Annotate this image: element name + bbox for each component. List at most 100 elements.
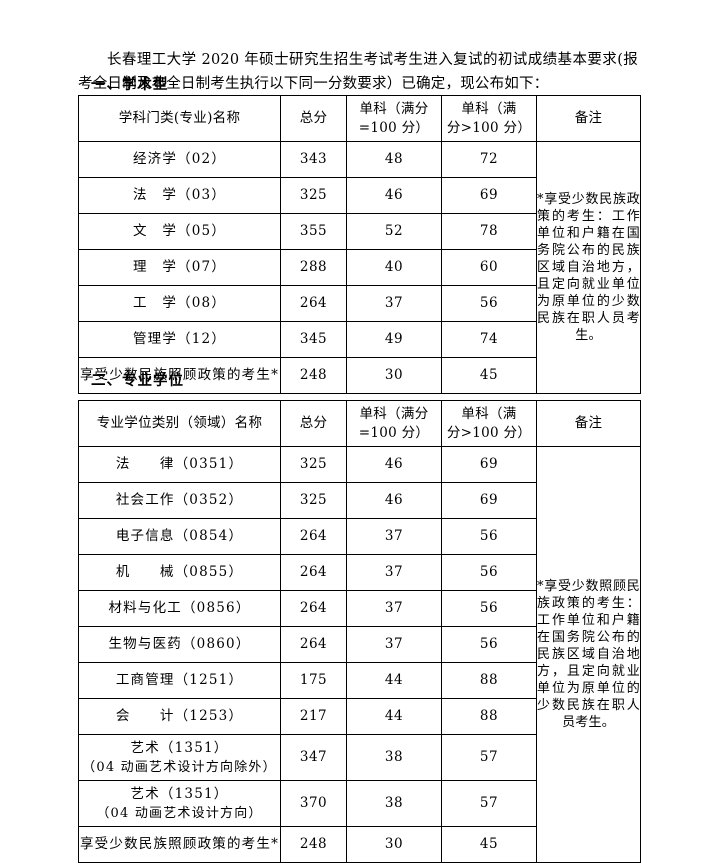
row-sub-eq100: 37 [346, 590, 442, 627]
row-name: 法 律（0351） [78, 446, 281, 483]
header-subject-gt100-line2: 分>100 分） [446, 424, 532, 441]
row-total: 370 [280, 780, 347, 827]
header-subject-gt100-line1: 单科（满 [461, 100, 517, 117]
table-row: 电子信息（0854） 264 37 56 [78, 518, 641, 555]
header-total-score: 总分 [280, 400, 347, 447]
header-subject-eq100-line2: =100 分） [358, 119, 430, 136]
row-sub-eq100: 37 [346, 518, 442, 555]
row-name: 电子信息（0854） [78, 518, 281, 555]
row-sub-eq100: 46 [346, 446, 442, 483]
table-row: 社会工作（0352） 325 46 69 [78, 482, 641, 519]
header-subject-eq100: 单科（满分 =100 分） [346, 95, 442, 142]
row-sub-gt100: 45 [441, 826, 537, 863]
row-sub-gt100: 56 [441, 518, 537, 555]
row-total: 217 [280, 698, 347, 735]
row-total: 248 [280, 826, 347, 863]
row-sub-eq100: 52 [346, 213, 442, 250]
academic-note-cell: *享受少数民族政策的考生：工作单位和户籍在国务院公布的民族区域自治地方，且定向就… [536, 141, 641, 394]
table-row: 会 计（1253） 217 44 88 [78, 698, 641, 735]
header-subject-gt100: 单科（满 分>100 分） [441, 95, 537, 142]
row-total: 325 [280, 482, 347, 519]
professional-note-cell: *享受少数照顾民族政策的考生：工作单位和户籍在国务院公布的民族区域自治地方，且定… [536, 446, 641, 863]
row-name: 机 械（0855） [78, 554, 281, 591]
row-sub-gt100: 56 [441, 590, 537, 627]
row-sub-eq100: 48 [346, 141, 442, 178]
row-sub-eq100: 44 [346, 698, 442, 735]
row-name: 享受少数民族照顾政策的考生* [78, 826, 281, 863]
row-total: 264 [280, 590, 347, 627]
row-sub-gt100: 57 [441, 780, 537, 827]
row-name-line2: （04 动画艺术设计方向除外） [82, 759, 277, 775]
row-total: 343 [280, 141, 347, 178]
row-total: 264 [280, 626, 347, 663]
header-subject-gt100-line1: 单科（满 [461, 405, 517, 422]
table-header-row: 专业学位类别（领域）名称 总分 单科（满分 =100 分） 单科（满 分>100… [78, 400, 641, 447]
row-name: 理 学（07） [78, 249, 281, 286]
table-row: 工 学（08） 264 37 56 [78, 285, 641, 322]
row-name-line1: 艺术（1351） [130, 785, 229, 802]
table-row: 法 学（03） 325 46 69 [78, 177, 641, 214]
row-name: 法 学（03） [78, 177, 281, 214]
row-name-line1: 艺术（1351） [130, 739, 229, 756]
row-sub-gt100: 69 [441, 482, 537, 519]
section-heading-academic: 一、学术型 [91, 76, 169, 93]
header-subject-eq100: 单科（满分 =100 分） [346, 400, 442, 447]
row-name: 经济学（02） [78, 141, 281, 178]
row-name: 艺术（1351） （04 动画艺术设计方向） [78, 780, 281, 827]
table-row: 材料与化工（0856） 264 37 56 [78, 590, 641, 627]
row-name: 材料与化工（0856） [78, 590, 281, 627]
row-sub-gt100: 74 [441, 321, 537, 358]
row-name: 社会工作（0352） [78, 482, 281, 519]
row-name: 管理学（12） [78, 321, 281, 358]
header-subject-gt100-line2: 分>100 分） [446, 119, 532, 136]
row-total: 264 [280, 554, 347, 591]
row-total: 264 [280, 285, 347, 322]
row-sub-gt100: 88 [441, 698, 537, 735]
header-discipline-name: 学科门类(专业)名称 [78, 95, 281, 142]
row-name: 享受少数民族照顾政策的考生* [78, 357, 281, 394]
table-row: 管理学（12） 345 49 74 [78, 321, 641, 358]
row-name: 艺术（1351） （04 动画艺术设计方向除外） [78, 734, 281, 781]
row-total: 288 [280, 249, 347, 286]
row-sub-gt100: 72 [441, 141, 537, 178]
row-sub-eq100: 37 [346, 285, 442, 322]
row-sub-gt100: 56 [441, 626, 537, 663]
section-heading-professional: 二、专业学位 [91, 372, 184, 389]
header-subject-eq100-line1: 单科（满分 [359, 100, 429, 117]
row-total: 355 [280, 213, 347, 250]
table-row: 文 学（05） 355 52 78 [78, 213, 641, 250]
row-name: 会 计（1253） [78, 698, 281, 735]
row-total: 325 [280, 177, 347, 214]
document-page: 长春理工大学 2020 年硕士研究生招生考试考生进入复试的初试成绩基本要求(报考… [78, 52, 641, 863]
row-sub-eq100: 46 [346, 177, 442, 214]
header-note: 备注 [536, 400, 641, 447]
row-sub-gt100: 60 [441, 249, 537, 286]
row-sub-gt100: 56 [441, 554, 537, 591]
table-row: 经济学（02） 343 48 72 *享受少数民族政策的考生：工作单位和户籍在国… [78, 141, 641, 394]
table-row: 工商管理（1251） 175 44 88 [78, 662, 641, 699]
row-sub-eq100: 46 [346, 482, 442, 519]
table-row: 艺术（1351） （04 动画艺术设计方向除外） 347 38 57 [78, 734, 641, 781]
row-sub-eq100: 37 [346, 554, 442, 591]
header-note: 备注 [536, 95, 641, 142]
row-sub-gt100: 56 [441, 285, 537, 322]
row-sub-gt100: 57 [441, 734, 537, 781]
table-header-row: 学科门类(专业)名称 总分 单科（满分 =100 分） 单科（满 分>100 分… [78, 95, 641, 142]
professional-note-text: *享受少数照顾民族政策的考生：工作单位和户籍在国务院公布的民族区域自治地方，且定… [537, 579, 640, 730]
row-sub-eq100: 37 [346, 626, 442, 663]
table-row: 法 律（0351） 325 46 69 *享受少数照顾民族政策的考生：工作单位和… [78, 446, 641, 863]
header-subject-gt100: 单科（满 分>100 分） [441, 400, 537, 447]
row-total: 175 [280, 662, 347, 699]
header-subject-eq100-line1: 单科（满分 [359, 405, 429, 422]
row-sub-eq100: 38 [346, 780, 442, 827]
row-total: 347 [280, 734, 347, 781]
row-sub-gt100: 45 [441, 357, 537, 394]
academic-note-text: *享受少数民族政策的考生：工作单位和户籍在国务院公布的民族区域自治地方，且定向就… [537, 192, 640, 343]
row-sub-eq100: 40 [346, 249, 442, 286]
row-total: 248 [280, 357, 347, 394]
row-sub-eq100: 49 [346, 321, 442, 358]
row-sub-eq100: 30 [346, 357, 442, 394]
professional-score-table: 专业学位类别（领域）名称 总分 单科（满分 =100 分） 单科（满 分>100… [78, 400, 641, 863]
row-sub-gt100: 88 [441, 662, 537, 699]
row-name: 工 学（08） [78, 285, 281, 322]
